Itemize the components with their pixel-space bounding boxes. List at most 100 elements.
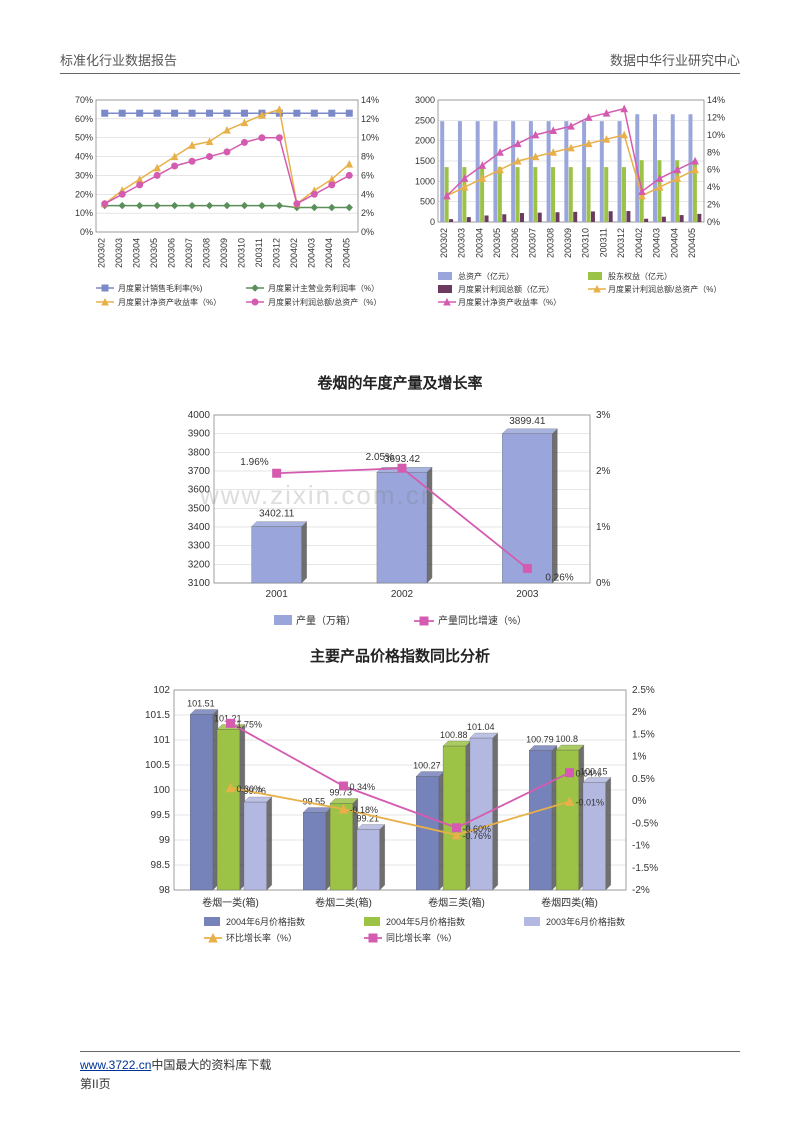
svg-text:0.5%: 0.5% [632, 774, 655, 785]
svg-text:卷烟一类(箱): 卷烟一类(箱) [202, 896, 259, 909]
svg-text:-0.18%: -0.18% [350, 805, 379, 815]
svg-text:0%: 0% [361, 227, 374, 237]
page-header: 标准化行业数据报告 数据中华行业研究中心 [60, 50, 740, 69]
svg-text:100: 100 [153, 785, 170, 796]
top-charts-row: 0%10%20%30%40%50%60%70%0%2%4%6%8%10%12%1… [60, 92, 740, 352]
svg-text:200312: 200312 [616, 228, 626, 258]
chart-3-title: 卷烟的年度产量及增长率 [60, 372, 740, 393]
svg-text:100.5: 100.5 [145, 760, 170, 771]
svg-text:3402.11: 3402.11 [259, 509, 295, 520]
svg-text:股东权益（亿元）: 股东权益（亿元） [608, 271, 672, 281]
svg-text:2001: 2001 [266, 589, 289, 600]
svg-text:3600: 3600 [188, 485, 211, 496]
svg-text:2003: 2003 [516, 589, 539, 600]
svg-text:月度累计利润总额/总资产（%）: 月度累计利润总额/总资产（%） [268, 297, 381, 307]
svg-text:200405: 200405 [341, 238, 351, 268]
svg-text:环比增长率（%）: 环比增长率（%） [226, 932, 297, 943]
svg-text:101.04: 101.04 [467, 722, 495, 732]
svg-text:10%: 10% [361, 133, 379, 143]
svg-text:3100: 3100 [188, 578, 211, 589]
svg-text:2%: 2% [632, 707, 647, 718]
svg-text:20%: 20% [75, 189, 93, 199]
svg-text:200307: 200307 [528, 228, 538, 258]
svg-text:200306: 200306 [510, 228, 520, 258]
svg-text:4%: 4% [707, 182, 720, 192]
chart-1: 0%10%20%30%40%50%60%70%0%2%4%6%8%10%12%1… [60, 92, 390, 352]
page-footer: www.3722.cn中国最大的资料库下载 第II页 [80, 1051, 740, 1092]
svg-text:200302: 200302 [97, 238, 107, 268]
svg-text:14%: 14% [361, 95, 379, 105]
svg-text:100.27: 100.27 [413, 761, 441, 771]
svg-text:200403: 200403 [652, 228, 662, 258]
svg-text:3800: 3800 [188, 447, 211, 458]
svg-text:500: 500 [420, 197, 435, 207]
svg-text:3700: 3700 [188, 466, 211, 477]
svg-text:产量（万箱）: 产量（万箱） [296, 614, 356, 627]
svg-text:98.5: 98.5 [151, 860, 171, 871]
svg-text:100.79: 100.79 [526, 735, 554, 745]
footer-divider [80, 1051, 740, 1052]
svg-text:200311: 200311 [254, 238, 264, 267]
svg-text:200404: 200404 [324, 238, 334, 268]
svg-text:3899.41: 3899.41 [509, 416, 546, 427]
svg-text:-0.01%: -0.01% [576, 798, 605, 808]
svg-text:1.75%: 1.75% [237, 719, 263, 729]
svg-text:0: 0 [430, 217, 435, 227]
svg-text:总资产（亿元）: 总资产（亿元） [458, 271, 514, 281]
svg-text:2%: 2% [361, 208, 374, 218]
svg-text:0.30%: 0.30% [237, 784, 263, 794]
svg-text:产量同比增速（%）: 产量同比增速（%） [438, 614, 527, 627]
svg-text:2002: 2002 [391, 589, 414, 600]
svg-text:102: 102 [153, 685, 170, 696]
svg-text:200308: 200308 [202, 238, 212, 268]
svg-text:3300: 3300 [188, 541, 211, 552]
svg-text:2003年6月价格指数: 2003年6月价格指数 [546, 916, 625, 927]
svg-text:1%: 1% [596, 522, 611, 533]
svg-text:200312: 200312 [271, 238, 281, 268]
page-number: 第II页 [80, 1075, 740, 1092]
svg-text:卷烟二类(箱): 卷烟二类(箱) [315, 896, 372, 909]
svg-text:月度累计利润总额（亿元）: 月度累计利润总额（亿元） [458, 284, 554, 294]
svg-text:200305: 200305 [149, 238, 159, 268]
svg-text:4%: 4% [361, 189, 374, 199]
svg-text:200402: 200402 [289, 238, 299, 268]
chart-2: 0500100015002000250030000%2%4%6%8%10%12%… [406, 92, 736, 352]
svg-text:1500: 1500 [415, 156, 435, 166]
footer-site-desc: 中国最大的资料库下载 [151, 1058, 271, 1072]
svg-text:0%: 0% [632, 796, 647, 807]
header-divider [60, 73, 740, 74]
svg-text:6%: 6% [707, 165, 720, 175]
svg-text:0%: 0% [80, 227, 93, 237]
svg-text:3900: 3900 [188, 429, 211, 440]
svg-text:200309: 200309 [563, 228, 573, 258]
header-left-text: 标准化行业数据报告 [60, 50, 177, 69]
svg-text:月度累计销售毛利率(%): 月度累计销售毛利率(%) [118, 283, 203, 293]
svg-text:6%: 6% [361, 170, 374, 180]
svg-text:200309: 200309 [219, 238, 229, 268]
svg-text:200303: 200303 [114, 238, 124, 268]
svg-text:2000: 2000 [415, 136, 435, 146]
svg-text:0%: 0% [596, 578, 611, 589]
svg-text:99.5: 99.5 [151, 810, 171, 821]
svg-text:40%: 40% [75, 152, 93, 162]
svg-text:100.8: 100.8 [556, 734, 579, 744]
svg-text:98: 98 [159, 885, 171, 896]
svg-text:-0.60%: -0.60% [463, 824, 492, 834]
svg-text:200402: 200402 [634, 228, 644, 258]
footer-link[interactable]: www.3722.cn [80, 1058, 151, 1072]
chart-4-title: 主要产品价格指数同比分析 [60, 645, 740, 666]
svg-text:3%: 3% [596, 410, 611, 421]
svg-text:1%: 1% [632, 752, 647, 763]
chart-4: 9898.59999.5100100.5101101.5102-2%-1.5%-… [130, 676, 670, 956]
svg-text:200310: 200310 [581, 228, 591, 258]
svg-text:0.34%: 0.34% [350, 782, 376, 792]
svg-text:70%: 70% [75, 95, 93, 105]
svg-text:200304: 200304 [474, 228, 484, 258]
svg-text:200305: 200305 [492, 228, 502, 258]
svg-text:100.88: 100.88 [440, 730, 468, 740]
svg-text:4000: 4000 [188, 410, 211, 421]
svg-text:101.51: 101.51 [187, 699, 215, 709]
svg-text:200303: 200303 [457, 228, 467, 258]
svg-text:3400: 3400 [188, 522, 211, 533]
svg-text:99: 99 [159, 835, 171, 846]
